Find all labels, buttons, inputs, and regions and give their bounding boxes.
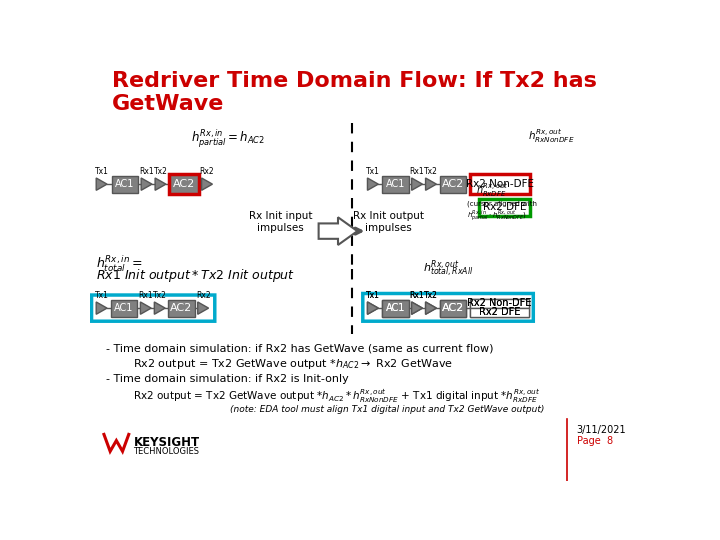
Polygon shape [96, 302, 107, 314]
Text: $h_{total,RxAll}^{Rx,out}$: $h_{total,RxAll}^{Rx,out}$ [423, 259, 474, 280]
Text: AC2: AC2 [441, 303, 464, 313]
Text: Rx2 DFE: Rx2 DFE [483, 202, 526, 212]
Text: Rx2 output = Tx2 GetWave output $* h_{AC2} \rightarrow$ Rx2 GetWave: Rx2 output = Tx2 GetWave output $* h_{AC… [132, 357, 453, 372]
Polygon shape [198, 302, 209, 314]
Text: Rx2: Rx2 [196, 292, 210, 300]
Text: Rx2 output = Tx2 GetWave output $* h_{AC2} * h_{RxNonDFE}^{Rx,out}$ + Tx1 digita: Rx2 output = Tx2 GetWave output $* h_{AC… [132, 388, 540, 406]
Text: Tx2: Tx2 [424, 292, 438, 300]
Text: Rx Init input
impulses: Rx Init input impulses [249, 211, 312, 233]
Text: TECHNOLOGIES: TECHNOLOGIES [133, 447, 199, 456]
Polygon shape [412, 302, 423, 314]
Polygon shape [202, 178, 212, 190]
Polygon shape [141, 178, 152, 190]
Text: GetWave: GetWave [112, 94, 224, 114]
Polygon shape [96, 178, 107, 190]
Text: Page  8: Page 8 [577, 436, 613, 446]
Text: Tx2: Tx2 [424, 292, 438, 300]
Bar [382, 300, 408, 316]
Text: AC2: AC2 [441, 179, 464, 189]
Text: Rx1: Rx1 [410, 292, 424, 300]
Text: Rx1: Rx1 [138, 292, 153, 300]
Polygon shape [319, 217, 357, 245]
Bar [469, 308, 528, 316]
Text: KEYSIGHT: KEYSIGHT [133, 436, 199, 449]
Polygon shape [367, 302, 378, 314]
Polygon shape [154, 302, 165, 314]
Text: - Time domain simulation: if Rx2 has GetWave (same as current flow): - Time domain simulation: if Rx2 has Get… [106, 343, 493, 354]
Polygon shape [412, 302, 423, 314]
Text: Rx2 DFE: Rx2 DFE [479, 307, 520, 318]
Text: 3/11/2021: 3/11/2021 [577, 425, 626, 435]
FancyBboxPatch shape [363, 294, 534, 321]
Text: $h_{RxDFE}^{Rx,out}$: $h_{RxDFE}^{Rx,out}$ [476, 181, 508, 199]
Bar [111, 300, 138, 316]
Polygon shape [367, 302, 378, 314]
Text: AC1: AC1 [114, 303, 134, 313]
Text: AC1: AC1 [386, 303, 405, 313]
Text: Rx1: Rx1 [410, 167, 424, 177]
Text: $Rx1\ Init\ output * Tx2\ Init\ output$: $Rx1\ Init\ output * Tx2\ Init\ output$ [96, 267, 295, 284]
Text: $h_{RxNonDFE}^{Rx,out}$: $h_{RxNonDFE}^{Rx,out}$ [528, 128, 575, 145]
Text: Tx2: Tx2 [153, 167, 168, 177]
Text: (note: EDA tool must align Tx1 digital input and Tx2 GetWave output): (note: EDA tool must align Tx1 digital i… [230, 405, 544, 414]
Text: Tx2: Tx2 [153, 292, 167, 300]
Text: Rx2 Non-DFE: Rx2 Non-DFE [466, 179, 534, 189]
Text: $h_{total}^{Rx,in} =$: $h_{total}^{Rx,in} =$ [96, 253, 143, 274]
Polygon shape [155, 178, 166, 190]
Text: Tx1: Tx1 [366, 167, 380, 177]
Text: AC1: AC1 [386, 179, 405, 189]
Bar [469, 299, 528, 308]
Polygon shape [140, 302, 151, 314]
Text: Tx1: Tx1 [95, 292, 109, 300]
Text: $h_{partial}^{Rx,in} = h_{AC2}$: $h_{partial}^{Rx,in} = h_{AC2}$ [191, 128, 265, 150]
Text: AC1: AC1 [386, 303, 405, 313]
Text: AC2: AC2 [173, 179, 195, 189]
Text: - Time domain simulation: if Rx2 is Init-only: - Time domain simulation: if Rx2 is Init… [106, 374, 348, 384]
Polygon shape [426, 178, 436, 190]
Text: Rx Init output
impulses: Rx Init output impulses [353, 211, 424, 233]
Text: Redriver Time Domain Flow: If Tx2 has: Redriver Time Domain Flow: If Tx2 has [112, 71, 597, 91]
Bar [439, 176, 466, 193]
Bar [112, 176, 138, 193]
Bar [469, 174, 530, 194]
Bar [439, 300, 466, 316]
Polygon shape [426, 302, 436, 314]
Text: Tx1: Tx1 [95, 167, 109, 177]
Polygon shape [367, 178, 378, 190]
Text: Tx1: Tx1 [366, 292, 380, 300]
Bar [382, 300, 408, 316]
Text: Rx2 Non-DFE: Rx2 Non-DFE [467, 299, 531, 308]
Bar [469, 308, 528, 316]
Text: Tx1: Tx1 [366, 292, 380, 300]
Text: Rx2: Rx2 [199, 167, 215, 177]
Text: Tx2: Tx2 [424, 167, 438, 177]
Bar [439, 300, 466, 316]
Text: AC2: AC2 [441, 303, 464, 313]
Bar [469, 299, 528, 308]
Text: (cursor aligned with
$h_{partial}^{Rx,in} \cdot h_{RxNonDFE}^{Rx,out}$): (cursor aligned with $h_{partial}^{Rx,in… [467, 200, 536, 225]
Text: Rx2 Non-DFE: Rx2 Non-DFE [467, 299, 531, 308]
Bar [382, 176, 408, 193]
Text: Rx2 DFE: Rx2 DFE [479, 307, 520, 318]
Text: Rx1: Rx1 [139, 167, 154, 177]
Bar [168, 300, 194, 316]
Bar [479, 199, 530, 215]
Text: AC2: AC2 [171, 303, 192, 313]
Text: Rx1: Rx1 [410, 292, 424, 300]
Polygon shape [426, 302, 436, 314]
Polygon shape [412, 178, 423, 190]
Bar [169, 174, 199, 194]
Text: AC1: AC1 [115, 179, 135, 189]
FancyBboxPatch shape [91, 295, 215, 321]
